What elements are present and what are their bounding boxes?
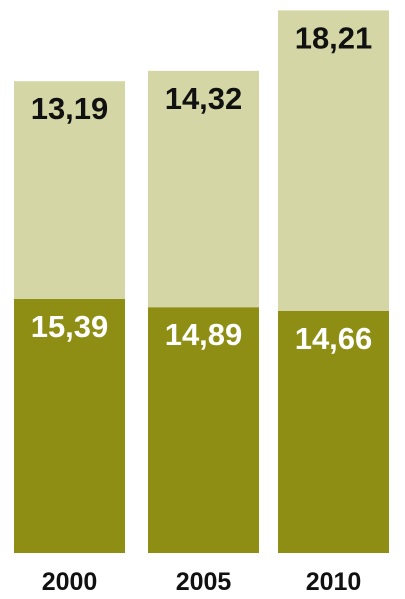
bar-segment-2010-series-2 [278, 10, 389, 312]
data-label-2000-series-2: 13,19 [31, 91, 109, 126]
x-tick-label-2010: 2010 [306, 568, 362, 596]
data-label-2010-series-2: 18,21 [295, 20, 373, 55]
data-label-2000-series-1: 15,39 [31, 309, 109, 344]
x-tick-label-2000: 2000 [42, 568, 98, 596]
bar-segment-2005-series-1 [148, 307, 259, 553]
data-label-2005-series-1: 14,89 [165, 317, 243, 352]
data-label-2005-series-2: 14,32 [165, 81, 243, 116]
bar-segment-2000-series-2 [14, 81, 125, 299]
bar-segment-2005-series-2 [148, 70, 259, 308]
bar-segment-2010-series-1 [278, 311, 389, 553]
x-tick-label-2005: 2005 [176, 568, 232, 596]
data-label-2010-series-1: 14,66 [295, 321, 373, 356]
bar-segment-2000-series-1 [14, 298, 125, 553]
